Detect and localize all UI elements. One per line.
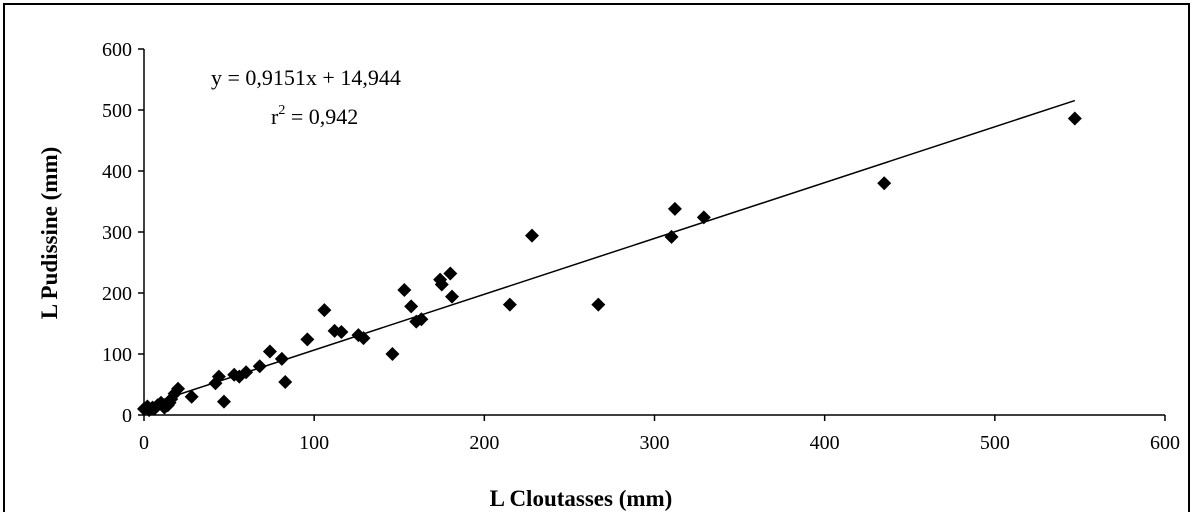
trendline [143,99,1076,407]
x-tick-label: 500 [980,432,1010,454]
data-point [524,228,539,243]
axes [138,48,1166,421]
data-points [137,111,1082,418]
data-point [664,229,679,244]
y-tick-label: 500 [102,100,132,122]
data-point [414,312,429,327]
trendline-equation: y = 0,9151x + 14,944 [211,65,401,90]
scatter-chart: 0 100 200 300 400 500 600 0 100 200 300 400 500 600 y… [37,39,1180,511]
data-point [252,359,267,374]
trendline-group [143,99,1076,407]
x-tick-label: 400 [810,432,840,454]
y-tick-label: 0 [122,405,132,427]
y-tick-label: 300 [102,222,132,244]
data-point [877,176,892,191]
data-point [404,299,419,314]
data-point [356,331,371,346]
x-tick-label: 300 [640,432,670,454]
data-point [262,344,277,359]
data-point [184,389,199,404]
x-tick-label: 600 [1150,432,1180,454]
data-point [1067,111,1082,126]
x-tick-label: 200 [469,432,499,454]
data-point [274,351,289,366]
y-tick-label: 200 [102,283,132,305]
data-point [667,201,682,216]
y-tick-label: 600 [102,39,132,61]
data-point [445,289,460,304]
data-point [300,332,315,347]
data-point [443,266,458,281]
data-point [591,297,606,312]
data-point [171,381,186,396]
x-tick-label: 0 [139,432,149,454]
data-point [397,282,412,297]
r-squared-value: = 0,942 [285,104,358,129]
x-tick-label: 100 [299,432,329,454]
y-tick-label: 400 [102,161,132,183]
tick-labels: 0 100 200 300 400 500 600 0 100 200 300 400 500 600 [102,39,1180,454]
y-tick-label: 100 [102,344,132,366]
x-axis-title: L Cloutasses (mm) [490,486,673,511]
data-point [696,210,711,225]
r-squared-label: r2 = 0,942 [271,103,358,129]
data-point [239,365,254,380]
r-squared-superscript: 2 [278,103,285,118]
data-point [278,375,293,390]
data-point [502,297,517,312]
data-point [211,369,226,384]
data-point [334,325,349,340]
chart-frame: 0 100 200 300 400 500 600 0 100 200 300 400 500 600 y… [3,3,1190,512]
y-axis-title: L Pudissine (mm) [37,147,62,320]
data-point [317,303,332,318]
data-point [216,394,231,409]
data-point [385,347,400,361]
data-point [434,277,449,292]
r-squared-r: r [271,104,279,129]
